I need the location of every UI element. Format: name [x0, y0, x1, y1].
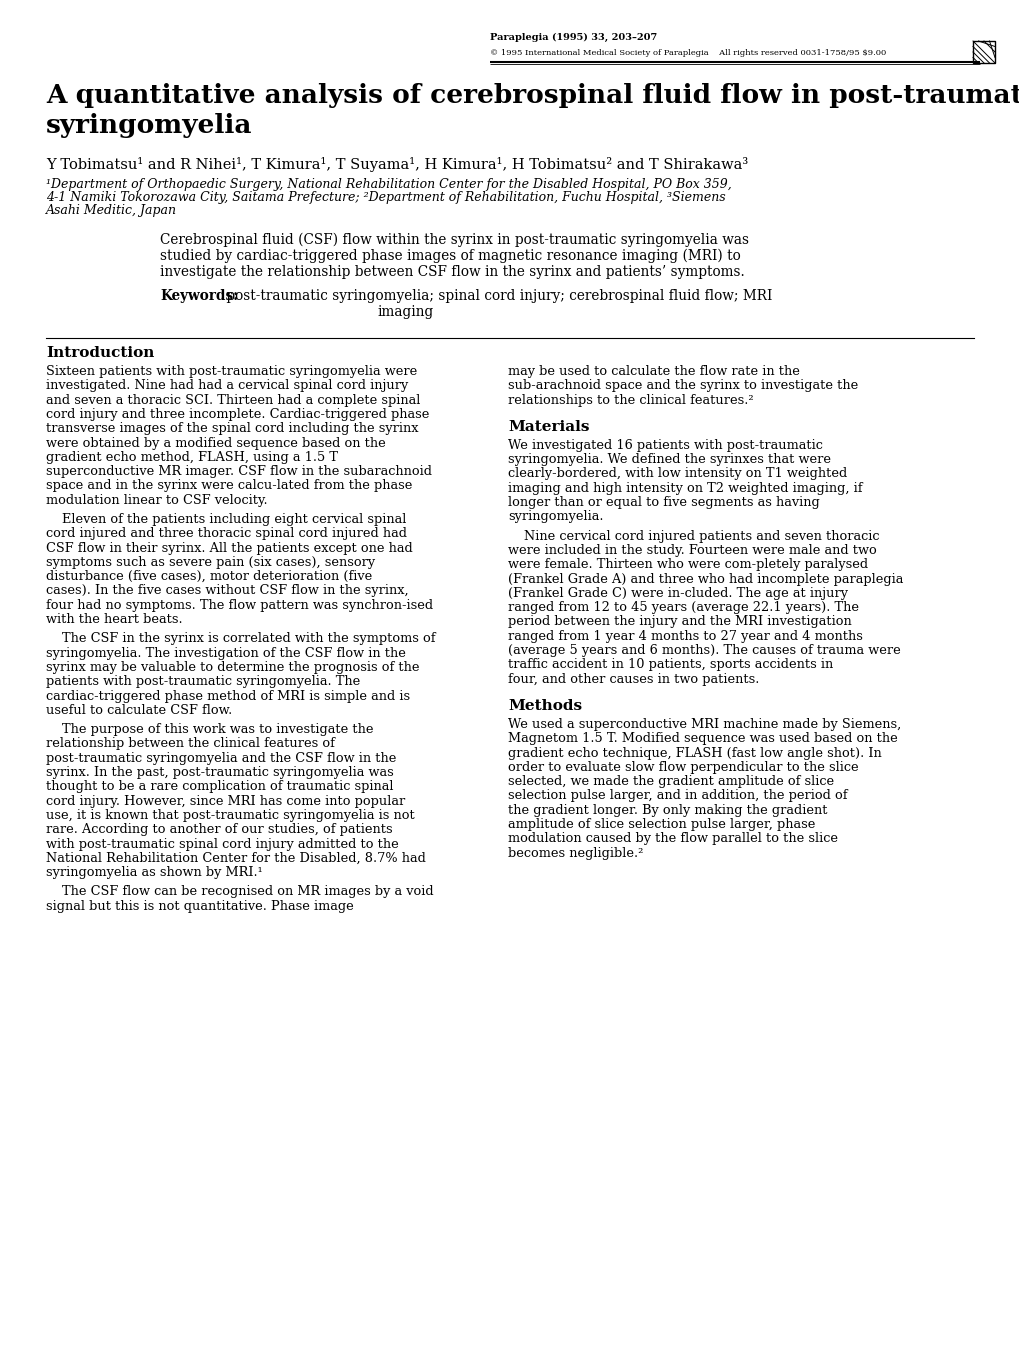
Text: CSF flow in their syrinx. All the patients except one had: CSF flow in their syrinx. All the patien… — [46, 541, 413, 555]
Text: superconductive MR imager. CSF flow in the subarachnoid: superconductive MR imager. CSF flow in t… — [46, 465, 432, 479]
Text: selected, we made the gradient amplitude of slice: selected, we made the gradient amplitude… — [507, 776, 834, 788]
Text: Asahi Meditic, Japan: Asahi Meditic, Japan — [46, 203, 177, 217]
Text: syringomyelia.: syringomyelia. — [507, 510, 603, 523]
Text: Materials: Materials — [507, 420, 589, 434]
FancyBboxPatch shape — [972, 41, 994, 62]
Text: four had no symptoms. The flow pattern was synchron-ised: four had no symptoms. The flow pattern w… — [46, 599, 433, 612]
Text: The purpose of this work was to investigate the: The purpose of this work was to investig… — [62, 723, 373, 736]
Text: useful to calculate CSF flow.: useful to calculate CSF flow. — [46, 704, 232, 717]
Text: (average 5 years and 6 months). The causes of trauma were: (average 5 years and 6 months). The caus… — [507, 644, 900, 658]
Text: cord injury and three incomplete. Cardiac-triggered phase: cord injury and three incomplete. Cardia… — [46, 408, 429, 420]
Text: A quantitative analysis of cerebrospinal fluid flow in post-traumatic: A quantitative analysis of cerebrospinal… — [46, 83, 1019, 108]
Text: ¹Department of Orthopaedic Surgery, National Rehabilitation Center for the Disab: ¹Department of Orthopaedic Surgery, Nati… — [46, 178, 731, 191]
Text: investigated. Nine had had a cervical spinal cord injury: investigated. Nine had had a cervical sp… — [46, 380, 408, 392]
Text: We investigated 16 patients with post-traumatic: We investigated 16 patients with post-tr… — [507, 439, 822, 452]
Text: space and in the syrinx were calcu-lated from the phase: space and in the syrinx were calcu-lated… — [46, 480, 412, 492]
Text: gradient echo technique, FLASH (fast low angle shot). In: gradient echo technique, FLASH (fast low… — [507, 747, 880, 759]
Text: We used a superconductive MRI machine made by Siemens,: We used a superconductive MRI machine ma… — [507, 717, 901, 731]
Text: and seven a thoracic SCI. Thirteen had a complete spinal: and seven a thoracic SCI. Thirteen had a… — [46, 393, 420, 407]
Text: may be used to calculate the flow rate in the: may be used to calculate the flow rate i… — [507, 365, 799, 378]
Text: Eleven of the patients including eight cervical spinal: Eleven of the patients including eight c… — [62, 513, 406, 526]
Text: ranged from 12 to 45 years (average 22.1 years). The: ranged from 12 to 45 years (average 22.1… — [507, 601, 858, 614]
Text: with the heart beats.: with the heart beats. — [46, 613, 182, 626]
Text: (Frankel Grade A) and three who had incomplete paraplegia: (Frankel Grade A) and three who had inco… — [507, 572, 903, 586]
Text: cardiac-triggered phase method of MRI is simple and is: cardiac-triggered phase method of MRI is… — [46, 690, 410, 702]
Text: four, and other causes in two patients.: four, and other causes in two patients. — [507, 673, 758, 686]
Text: transverse images of the spinal cord including the syrinx: transverse images of the spinal cord inc… — [46, 422, 418, 435]
Text: selection pulse larger, and in addition, the period of: selection pulse larger, and in addition,… — [507, 789, 847, 803]
Text: syrinx may be valuable to determine the prognosis of the: syrinx may be valuable to determine the … — [46, 660, 419, 674]
Text: gradient echo method, FLASH, using a 1.5 T: gradient echo method, FLASH, using a 1.5… — [46, 450, 337, 464]
Text: modulation caused by the flow parallel to the slice: modulation caused by the flow parallel t… — [507, 833, 838, 845]
Text: longer than or equal to five segments as having: longer than or equal to five segments as… — [507, 496, 819, 508]
Text: use, it is known that post-traumatic syringomyelia is not: use, it is known that post-traumatic syr… — [46, 810, 415, 822]
Text: The CSF flow can be recognised on MR images by a void: The CSF flow can be recognised on MR ima… — [62, 885, 433, 899]
Text: ranged from 1 year 4 months to 27 year and 4 months: ranged from 1 year 4 months to 27 year a… — [507, 629, 862, 643]
Text: syrinx. In the past, post-traumatic syringomyelia was: syrinx. In the past, post-traumatic syri… — [46, 766, 393, 780]
Text: Paraplegia (1995) 33, 203–207: Paraplegia (1995) 33, 203–207 — [489, 33, 656, 42]
Text: © 1995 International Medical Society of Paraplegia    All rights reserved 0031-1: © 1995 International Medical Society of … — [489, 49, 886, 57]
Text: with post-traumatic spinal cord injury admitted to the: with post-traumatic spinal cord injury a… — [46, 838, 398, 850]
Text: imaging and high intensity on T2 weighted imaging, if: imaging and high intensity on T2 weighte… — [507, 481, 862, 495]
Text: Sixteen patients with post-traumatic syringomyelia were: Sixteen patients with post-traumatic syr… — [46, 365, 417, 378]
Text: the gradient longer. By only making the gradient: the gradient longer. By only making the … — [507, 804, 826, 816]
Text: were obtained by a modified sequence based on the: were obtained by a modified sequence bas… — [46, 437, 385, 449]
Text: were female. Thirteen who were com-pletely paralysed: were female. Thirteen who were com-plete… — [507, 559, 867, 571]
Text: period between the injury and the MRI investigation: period between the injury and the MRI in… — [507, 616, 851, 628]
Text: syringomyelia. We defined the syrinxes that were: syringomyelia. We defined the syrinxes t… — [507, 453, 830, 466]
Text: Y Tobimatsu¹ and R Nihei¹, T Kimura¹, T Suyama¹, H Kimura¹, H Tobimatsu² and T S: Y Tobimatsu¹ and R Nihei¹, T Kimura¹, T … — [46, 157, 748, 172]
Text: becomes negligible.²: becomes negligible.² — [507, 846, 643, 860]
Text: disturbance (five cases), motor deterioration (five: disturbance (five cases), motor deterior… — [46, 571, 372, 583]
Text: sub-arachnoid space and the syrinx to investigate the: sub-arachnoid space and the syrinx to in… — [507, 380, 857, 392]
Text: patients with post-traumatic syringomyelia. The: patients with post-traumatic syringomyel… — [46, 675, 360, 689]
Text: 4-1 Namiki Tokorozawa City, Saitama Prefecture; ²Department of Rehabilitation, F: 4-1 Namiki Tokorozawa City, Saitama Pref… — [46, 191, 725, 203]
Text: were included in the study. Fourteen were male and two: were included in the study. Fourteen wer… — [507, 544, 876, 557]
Text: order to evaluate slow flow perpendicular to the slice: order to evaluate slow flow perpendicula… — [507, 761, 858, 774]
Text: amplitude of slice selection pulse larger, phase: amplitude of slice selection pulse large… — [507, 818, 814, 831]
Text: Keywords:: Keywords: — [160, 289, 237, 302]
Text: The CSF in the syrinx is correlated with the symptoms of: The CSF in the syrinx is correlated with… — [62, 632, 435, 645]
Text: Methods: Methods — [507, 698, 582, 713]
Text: Nine cervical cord injured patients and seven thoracic: Nine cervical cord injured patients and … — [524, 530, 878, 542]
Text: thought to be a rare complication of traumatic spinal: thought to be a rare complication of tra… — [46, 781, 393, 793]
Text: syringomyelia: syringomyelia — [46, 113, 253, 138]
Text: studied by cardiac-triggered phase images of magnetic resonance imaging (MRI) to: studied by cardiac-triggered phase image… — [160, 248, 740, 263]
Text: relationships to the clinical features.²: relationships to the clinical features.² — [507, 393, 753, 407]
Text: National Rehabilitation Center for the Disabled, 8.7% had: National Rehabilitation Center for the D… — [46, 852, 426, 865]
Text: post-traumatic syringomyelia and the CSF flow in the: post-traumatic syringomyelia and the CSF… — [46, 751, 396, 765]
Text: rare. According to another of our studies, of patients: rare. According to another of our studie… — [46, 823, 392, 837]
Text: traffic accident in 10 patients, sports accidents in: traffic accident in 10 patients, sports … — [507, 659, 833, 671]
Text: Introduction: Introduction — [46, 346, 154, 359]
Text: syringomyelia. The investigation of the CSF flow in the: syringomyelia. The investigation of the … — [46, 647, 406, 660]
Text: cord injury. However, since MRI has come into popular: cord injury. However, since MRI has come… — [46, 795, 405, 808]
Text: relationship between the clinical features of: relationship between the clinical featur… — [46, 738, 334, 750]
Text: clearly-bordered, with low intensity on T1 weighted: clearly-bordered, with low intensity on … — [507, 468, 847, 480]
Text: syringomyelia as shown by MRI.¹: syringomyelia as shown by MRI.¹ — [46, 866, 263, 879]
Text: post-traumatic syringomyelia; spinal cord injury; cerebrospinal fluid flow; MRI: post-traumatic syringomyelia; spinal cor… — [222, 289, 771, 302]
Text: symptoms such as severe pain (six cases), sensory: symptoms such as severe pain (six cases)… — [46, 556, 375, 570]
Text: investigate the relationship between CSF flow in the syrinx and patients’ sympto: investigate the relationship between CSF… — [160, 264, 744, 279]
Text: modulation linear to CSF velocity.: modulation linear to CSF velocity. — [46, 494, 267, 507]
Text: (Frankel Grade C) were in-cluded. The age at injury: (Frankel Grade C) were in-cluded. The ag… — [507, 587, 847, 599]
Text: signal but this is not quantitative. Phase image: signal but this is not quantitative. Pha… — [46, 900, 354, 913]
Text: cord injured and three thoracic spinal cord injured had: cord injured and three thoracic spinal c… — [46, 527, 407, 540]
Text: imaging: imaging — [377, 305, 433, 319]
Text: Magnetom 1.5 T. Modified sequence was used based on the: Magnetom 1.5 T. Modified sequence was us… — [507, 732, 897, 746]
Text: Cerebrospinal fluid (CSF) flow within the syrinx in post-traumatic syringomyelia: Cerebrospinal fluid (CSF) flow within th… — [160, 233, 748, 247]
Text: cases). In the five cases without CSF flow in the syrinx,: cases). In the five cases without CSF fl… — [46, 584, 409, 598]
